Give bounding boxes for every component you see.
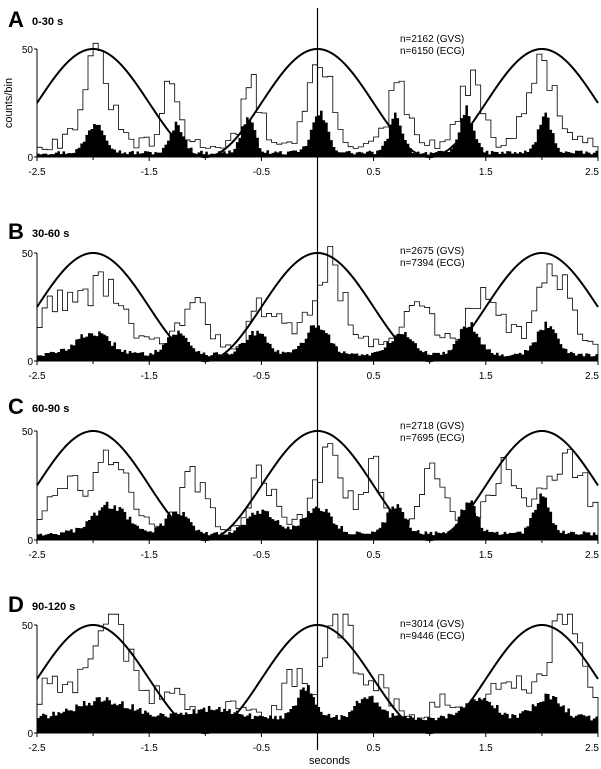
x-tick-label: 2.5	[585, 550, 599, 561]
y-tick-label: 50	[22, 621, 34, 632]
y-tick-label: 0	[27, 153, 33, 164]
x-tick-label: 1.5	[479, 371, 493, 382]
x-tick-label: 0.5	[367, 550, 381, 561]
x-tick-label: -1.5	[141, 550, 159, 561]
x-tick-label: -0.5	[253, 167, 271, 178]
panel-c: C 60-90 s n=2718 (GVS)n=7695 (ECG) 50 0 -2.5 -…	[8, 394, 599, 561]
panel-time-label: 0-30 s	[32, 16, 63, 28]
x-tick-label: -0.5	[253, 743, 271, 754]
n-gvs-label: n=2162 (GVS)	[400, 34, 464, 45]
y-tick-label: 0	[27, 357, 33, 368]
panel-letter: D	[8, 592, 24, 617]
x-tick-label: 1.5	[479, 743, 493, 754]
x-tick-label: -0.5	[253, 550, 271, 561]
panel-a: A 0-30 s n=2162 (GVS)n=6150 (ECG) 50 0 -2.5 -1…	[8, 7, 599, 178]
x-axis-title: seconds	[309, 755, 350, 767]
panel-letter: B	[8, 219, 24, 244]
panel-time-label: 90-120 s	[32, 601, 75, 613]
x-tick-label: -2.5	[28, 371, 46, 382]
panel-d: D 90-120 s n=3014 (GVS)n=9446 (ECG) 50 0 -2.5…	[8, 592, 599, 754]
x-tick-label: 1.5	[479, 167, 493, 178]
y-tick-label: 50	[22, 45, 34, 56]
y-tick-label: 50	[22, 427, 34, 438]
panels-group: A 0-30 s n=2162 (GVS)n=6150 (ECG) 50 0 -2.5 -1…	[8, 7, 599, 754]
panel-time-label: 60-90 s	[32, 403, 69, 415]
x-tick-label: -0.5	[253, 371, 271, 382]
x-tick-label: 0.5	[367, 167, 381, 178]
x-tick-label: -1.5	[141, 743, 159, 754]
n-ecg-label: n=9446 (ECG)	[400, 631, 465, 642]
x-tick-label: 2.5	[585, 743, 599, 754]
panel-letter: C	[8, 394, 24, 419]
x-tick-label: -2.5	[28, 167, 46, 178]
x-tick-label: 2.5	[585, 371, 599, 382]
y-tick-label: 0	[27, 729, 33, 740]
x-tick-label: 0.5	[367, 371, 381, 382]
x-tick-label: -2.5	[28, 550, 46, 561]
x-tick-label: 0.5	[367, 743, 381, 754]
y-tick-label: 0	[27, 536, 33, 547]
panel-b: B 30-60 s n=2675 (GVS)n=7394 (ECG) 50 0 -2.5 -…	[8, 219, 599, 382]
n-gvs-label: n=2718 (GVS)	[400, 421, 464, 432]
n-ecg-label: n=7394 (ECG)	[400, 258, 465, 269]
n-ecg-label: n=6150 (ECG)	[400, 46, 465, 57]
y-tick-label: 50	[22, 249, 34, 260]
x-tick-label: 2.5	[585, 167, 599, 178]
n-ecg-label: n=7695 (ECG)	[400, 433, 465, 444]
panel-letter: A	[8, 7, 24, 32]
x-tick-label: 1.5	[479, 550, 493, 561]
x-tick-label: -2.5	[28, 743, 46, 754]
panel-time-label: 30-60 s	[32, 228, 69, 240]
n-gvs-label: n=2675 (GVS)	[400, 246, 464, 257]
x-tick-label: -1.5	[141, 371, 159, 382]
y-axis-title: counts/bin	[3, 78, 15, 128]
n-gvs-label: n=3014 (GVS)	[400, 619, 464, 630]
x-tick-label: -1.5	[141, 167, 159, 178]
